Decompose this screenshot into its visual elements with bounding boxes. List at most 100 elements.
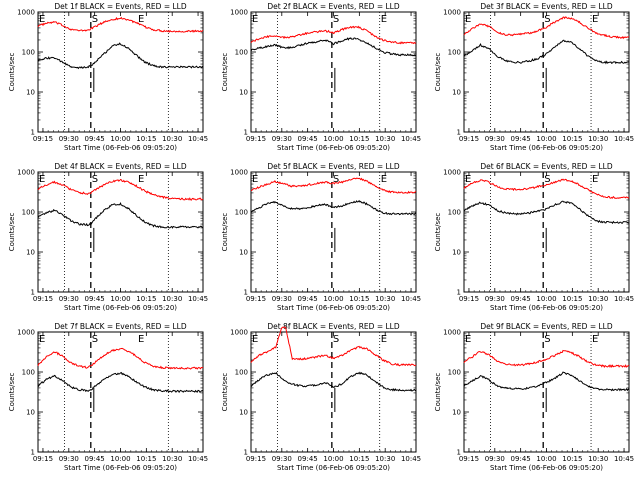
x-axis-label: Start Time (06-Feb-06 09:05:20): [277, 304, 390, 312]
y-tick-label: 1000: [230, 9, 248, 17]
y-tick-label: 100: [235, 209, 248, 217]
y-tick-label: 1: [457, 129, 461, 137]
x-axis-label: Start Time (06-Feb-06 09:05:20): [64, 304, 177, 312]
y-tick-label: 100: [22, 49, 35, 57]
plot-frame: [37, 171, 204, 293]
events-rate-line: [250, 199, 417, 216]
marker-label: S: [333, 334, 339, 345]
x-tick-label: 09:15: [246, 135, 266, 143]
x-tick-label: 10:45: [188, 135, 208, 143]
y-tick-label: 1: [457, 449, 461, 457]
x-tick-label: 09:45: [85, 135, 105, 143]
marker-label: S: [92, 14, 98, 25]
chart-panel-6: Det 6f BLACK = Events, RED = LLD 1 10 100 10…: [434, 162, 634, 312]
x-tick-label: 09:45: [298, 295, 318, 303]
y-tick-label: 10: [239, 409, 248, 417]
x-tick-label: 10:30: [588, 135, 608, 143]
y-tick-label: 100: [22, 209, 35, 217]
x-tick-label: 09:30: [485, 135, 505, 143]
chart-panel-1: Det 1f BLACK = Events, RED = LLD 1 10 100 10…: [8, 2, 208, 152]
marker-label: E: [465, 334, 471, 345]
y-tick-label: 1000: [443, 169, 461, 177]
y-tick-label: 1000: [17, 169, 35, 177]
marker-label: E: [465, 174, 471, 185]
chart-panel-9: Det 9f BLACK = Events, RED = LLD 1 10 100 10…: [434, 322, 634, 472]
chart-title: Det 2f BLACK = Events, RED = LLD: [267, 2, 400, 11]
x-tick-label: 09:15: [459, 455, 479, 463]
x-tick-label: 10:00: [323, 295, 343, 303]
x-tick-label: 09:45: [511, 295, 531, 303]
chart-panel-5: Det 5f BLACK = Events, RED = LLD 1 10 100 10…: [221, 162, 421, 312]
plot-frame: [250, 331, 417, 453]
chart-title: Det 1f BLACK = Events, RED = LLD: [54, 2, 187, 11]
x-axis-label: Start Time (06-Feb-06 09:05:20): [64, 144, 177, 152]
x-axis-label: Start Time (06-Feb-06 09:05:20): [490, 144, 603, 152]
y-axis-label: Counts/sec: [8, 373, 16, 412]
y-tick-label: 10: [239, 89, 248, 97]
x-tick-label: 10:00: [536, 295, 556, 303]
x-tick-label: 10:30: [375, 295, 395, 303]
y-tick-label: 1000: [17, 9, 35, 17]
x-tick-label: 10:30: [375, 135, 395, 143]
y-tick-label: 100: [22, 369, 35, 377]
lld-rate-line: [37, 347, 204, 370]
x-axis-label: Start Time (06-Feb-06 09:05:20): [277, 144, 390, 152]
events-rate-line: [37, 202, 204, 229]
lld-rate-line: [463, 16, 630, 40]
events-rate-line: [463, 371, 630, 392]
x-tick-label: 09:15: [33, 455, 53, 463]
lld-rate-line: [250, 25, 417, 45]
x-tick-label: 09:15: [459, 295, 479, 303]
y-axis-label: Counts/sec: [8, 53, 16, 92]
chart-panel-7: Det 7f BLACK = Events, RED = LLD 1 10 100 10…: [8, 322, 208, 472]
x-tick-label: 10:00: [323, 455, 343, 463]
x-tick-label: 10:30: [162, 295, 182, 303]
marker-label: E: [465, 14, 471, 25]
marker-label: E: [252, 14, 258, 25]
x-tick-label: 10:00: [536, 455, 556, 463]
y-tick-label: 1: [31, 289, 35, 297]
marker-label: S: [92, 334, 98, 345]
x-tick-label: 09:45: [298, 455, 318, 463]
plot-frame: [37, 331, 204, 453]
x-tick-label: 10:00: [323, 135, 343, 143]
marker-label: E: [592, 14, 598, 25]
y-tick-label: 10: [452, 409, 461, 417]
chart-title: Det 6f BLACK = Events, RED = LLD: [480, 162, 613, 171]
x-tick-label: 10:30: [375, 455, 395, 463]
x-tick-label: 10:15: [562, 455, 582, 463]
chart-title: Det 8f BLACK = Events, RED = LLD: [267, 322, 400, 331]
y-axis-label: Counts/sec: [434, 213, 442, 252]
marker-label: S: [92, 174, 98, 185]
marker-label: S: [544, 14, 550, 25]
chart-title: Det 9f BLACK = Events, RED = LLD: [480, 322, 613, 331]
y-tick-label: 100: [448, 49, 461, 57]
x-tick-label: 10:15: [349, 455, 369, 463]
y-tick-label: 100: [448, 369, 461, 377]
marker-label: S: [544, 334, 550, 345]
y-tick-label: 10: [452, 89, 461, 97]
marker-label: E: [252, 334, 258, 345]
y-tick-label: 1000: [17, 329, 35, 337]
x-tick-label: 10:30: [588, 455, 608, 463]
y-tick-label: 10: [26, 409, 35, 417]
x-tick-label: 09:30: [59, 135, 79, 143]
lld-rate-line: [463, 178, 630, 199]
marker-label: E: [381, 174, 387, 185]
x-tick-label: 10:15: [349, 135, 369, 143]
chart-panel-8: Det 8f BLACK = Events, RED = LLD 1 10 100 10…: [221, 322, 421, 472]
x-tick-label: 10:45: [614, 295, 634, 303]
x-axis-label: Start Time (06-Feb-06 09:05:20): [490, 304, 603, 312]
marker-label: E: [381, 14, 387, 25]
events-rate-line: [250, 37, 417, 57]
y-tick-label: 100: [235, 49, 248, 57]
y-tick-label: 100: [235, 369, 248, 377]
marker-label: E: [252, 174, 258, 185]
x-tick-label: 10:45: [614, 135, 634, 143]
x-tick-label: 10:30: [588, 295, 608, 303]
marker-label: E: [138, 174, 144, 185]
y-tick-label: 10: [26, 249, 35, 257]
lld-rate-line: [463, 349, 630, 369]
plot-frame: [37, 11, 204, 133]
